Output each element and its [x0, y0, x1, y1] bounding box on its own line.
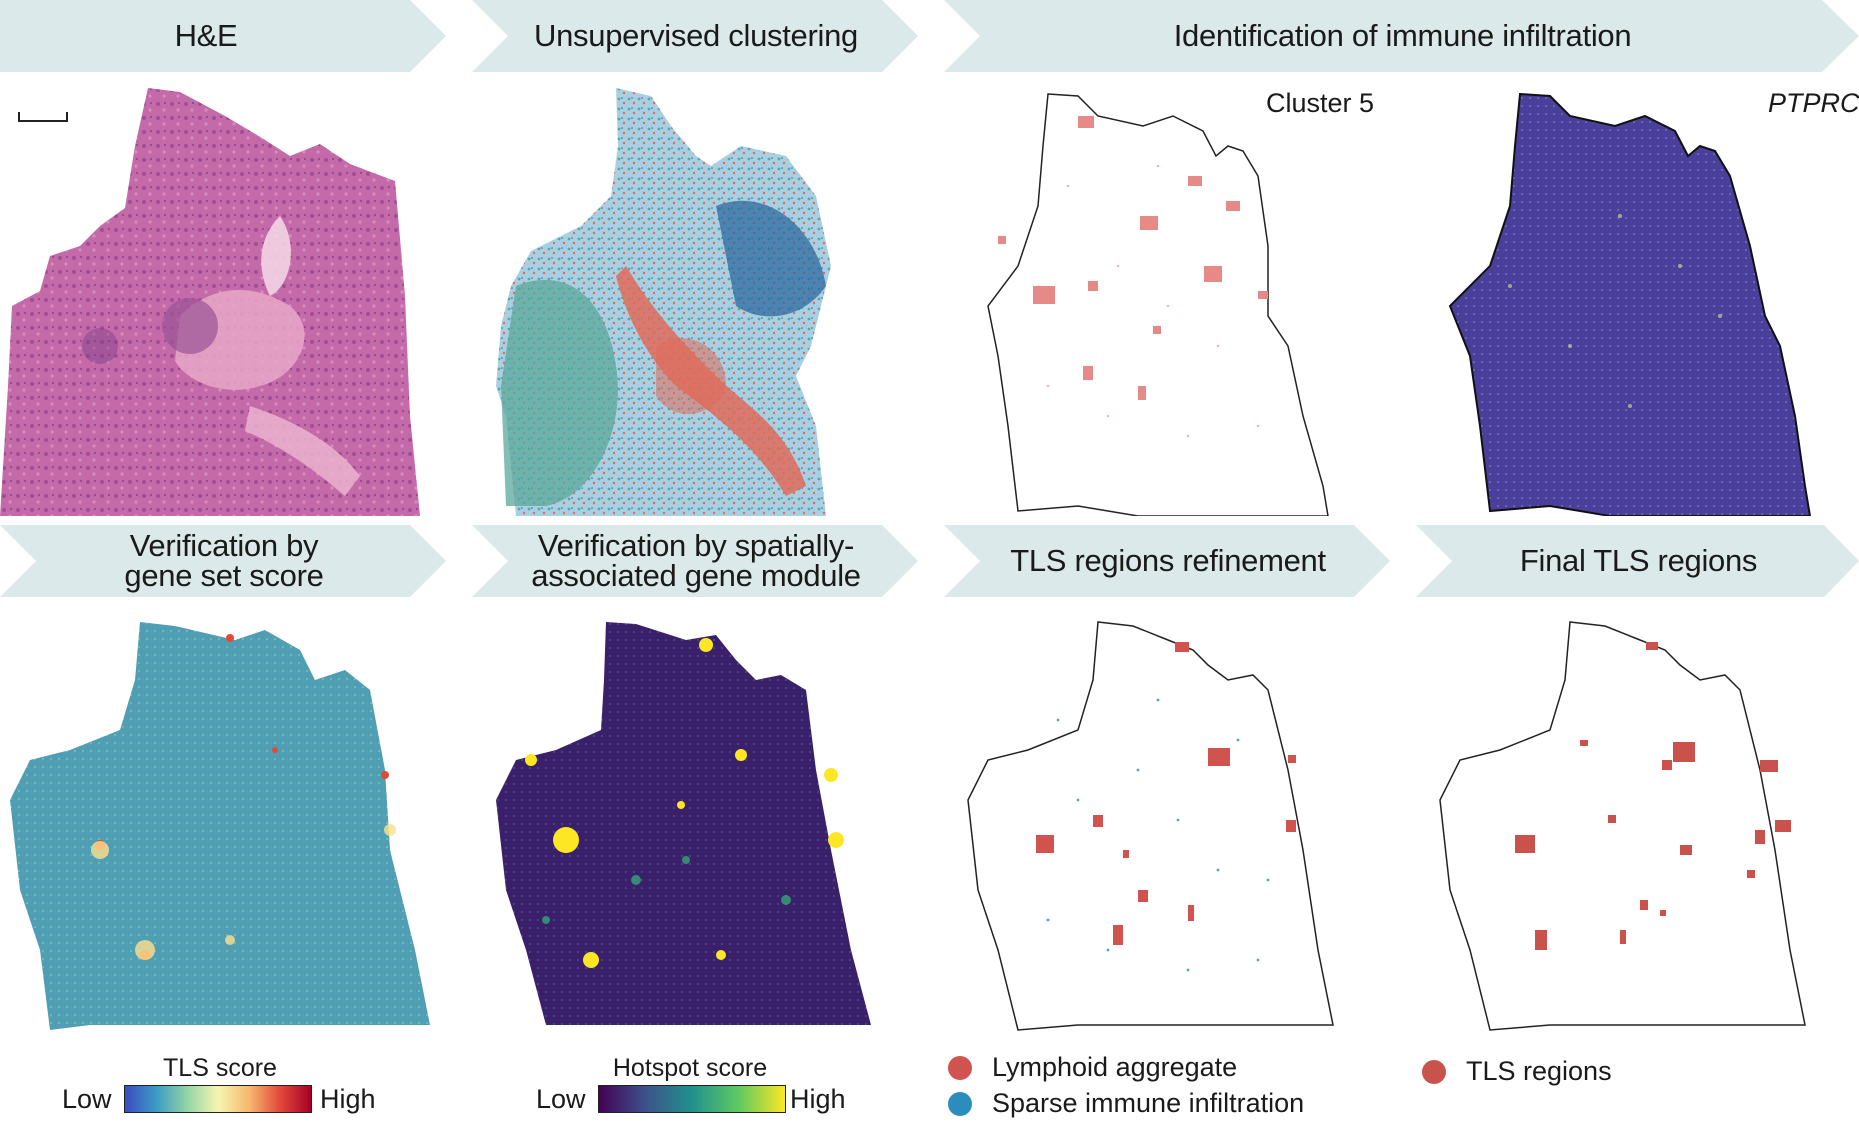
- tls-score-high: High: [320, 1084, 376, 1114]
- hotspot-score-panel: [486, 620, 926, 1040]
- banner-geneset-line1: Verification by: [129, 528, 319, 563]
- banner-module-line1: Verification by spatially-: [537, 528, 855, 563]
- banner-final-label: Final TLS regions: [1519, 543, 1758, 578]
- cluster5-label: Cluster 5: [1266, 88, 1375, 118]
- banner-geneset: Verification by gene set score: [0, 525, 446, 597]
- banner-clustering-label: Unsupervised clustering: [534, 18, 858, 53]
- banner-final: Final TLS regions: [1416, 525, 1859, 597]
- banner-module: Verification by spatially- associated ge…: [472, 525, 918, 597]
- tls-region-marker-icon: [1422, 1059, 1446, 1084]
- banner-refinement-label: TLS regions refinement: [1010, 543, 1326, 578]
- ptprc-label: PTPRC: [1768, 88, 1859, 118]
- banner-module-line2: associated gene module: [531, 558, 861, 593]
- tls-score-low: Low: [62, 1084, 112, 1114]
- banner-he: H&E: [0, 0, 446, 72]
- he-tissue-panel: [0, 86, 420, 516]
- geneset-score-panel: [0, 620, 440, 1040]
- tls-score-title: TLS score: [163, 1054, 277, 1082]
- tls-score-colorbar: [124, 1085, 312, 1113]
- banner-clustering: Unsupervised clustering: [472, 0, 918, 72]
- hotspot-score-low: Low: [536, 1084, 586, 1114]
- cluster5-panel: Cluster 5: [958, 86, 1378, 516]
- legend-sparse-label: Sparse immune infiltration: [992, 1088, 1305, 1118]
- banner-immune: Identification of immune infiltration: [944, 0, 1859, 72]
- legend-tls-regions: TLS regions: [1422, 1056, 1612, 1087]
- final-tls-panel: [1430, 620, 1850, 1040]
- banner-he-label: H&E: [174, 18, 238, 53]
- legend-tls-regions-label: TLS regions: [1466, 1056, 1612, 1086]
- lymphoid-marker-icon: [948, 1055, 972, 1080]
- legend-lymphoid: Lymphoid aggregate: [948, 1052, 1237, 1083]
- scale-bar: [18, 112, 68, 122]
- legend-lymphoid-label: Lymphoid aggregate: [992, 1052, 1238, 1082]
- banner-geneset-line2: gene set score: [124, 558, 324, 593]
- ptprc-panel: PTPRC: [1430, 86, 1859, 516]
- banner-immune-label: Identification of immune infiltration: [1173, 18, 1632, 53]
- refinement-panel: [958, 620, 1378, 1040]
- hotspot-score-colorbar: [598, 1085, 786, 1113]
- clustering-panel: [486, 86, 926, 516]
- hotspot-score-high: High: [790, 1084, 846, 1114]
- sparse-marker-icon: [948, 1091, 972, 1116]
- legend-sparse: Sparse immune infiltration: [948, 1088, 1304, 1119]
- banner-refinement: TLS regions refinement: [944, 525, 1390, 597]
- hotspot-score-title: Hotspot score: [612, 1054, 768, 1082]
